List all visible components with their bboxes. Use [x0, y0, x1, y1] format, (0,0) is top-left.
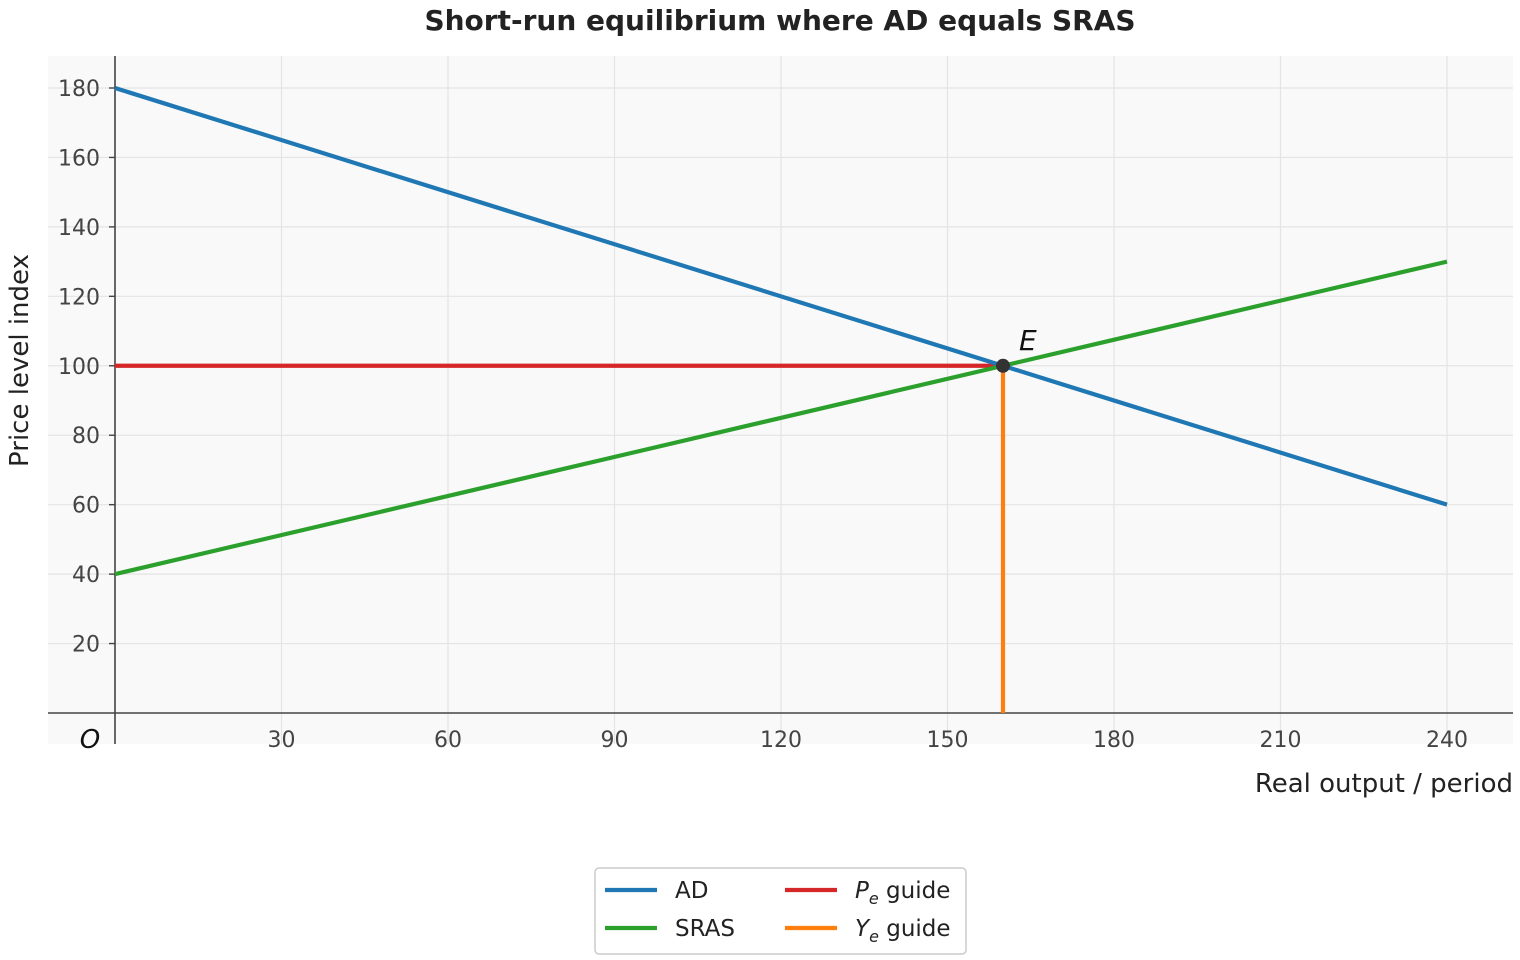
y-tick-label: 80 [72, 424, 100, 449]
legend-label: SRAS [675, 916, 735, 942]
x-axis-label: Real output / period [1255, 769, 1513, 799]
y-tick-label: 20 [72, 633, 100, 658]
equilibrium-point [996, 358, 1010, 373]
x-tick-label: 120 [760, 728, 802, 753]
y-tick-label: 160 [58, 146, 100, 171]
y-tick-label: 120 [58, 285, 100, 310]
legend-label: Pe guide [855, 878, 950, 908]
origin-label: O [80, 725, 100, 755]
points: E [996, 324, 1037, 373]
x-tick-label: 60 [434, 728, 462, 753]
tick-labels: 30 60 90 120 150 180 210 240 20 40 60 80 100 120 140 16… [58, 77, 1468, 753]
x-tick-label: 150 [927, 728, 969, 753]
axes [48, 56, 1513, 744]
series-line-sras [114, 259, 1448, 577]
legend-label: Ye guide [855, 916, 951, 946]
x-tick-label: 90 [601, 728, 629, 753]
y-tick-label: 140 [58, 216, 100, 241]
series [114, 85, 1448, 713]
x-tick-label: 180 [1093, 728, 1135, 753]
y-tick-label: 180 [58, 77, 100, 102]
equilibrium-point-label: E [1019, 324, 1037, 357]
y-axis-label: Price level index [5, 254, 35, 467]
x-tick-label: 240 [1426, 728, 1468, 753]
series-line-ad [114, 85, 1448, 507]
legend: AD SRAS Pe guide Ye guide [594, 867, 967, 955]
y-tick-label: 60 [72, 494, 100, 519]
x-tick-label: 210 [1260, 728, 1302, 753]
x-tick-label: 30 [268, 728, 296, 753]
y-tick-label: 100 [58, 355, 100, 380]
legend-label: AD [675, 878, 708, 904]
legend-box [594, 867, 967, 955]
chart-title: Short-run equilibrium where AD equals SR… [424, 4, 1135, 37]
y-tick-label: 40 [72, 563, 100, 588]
